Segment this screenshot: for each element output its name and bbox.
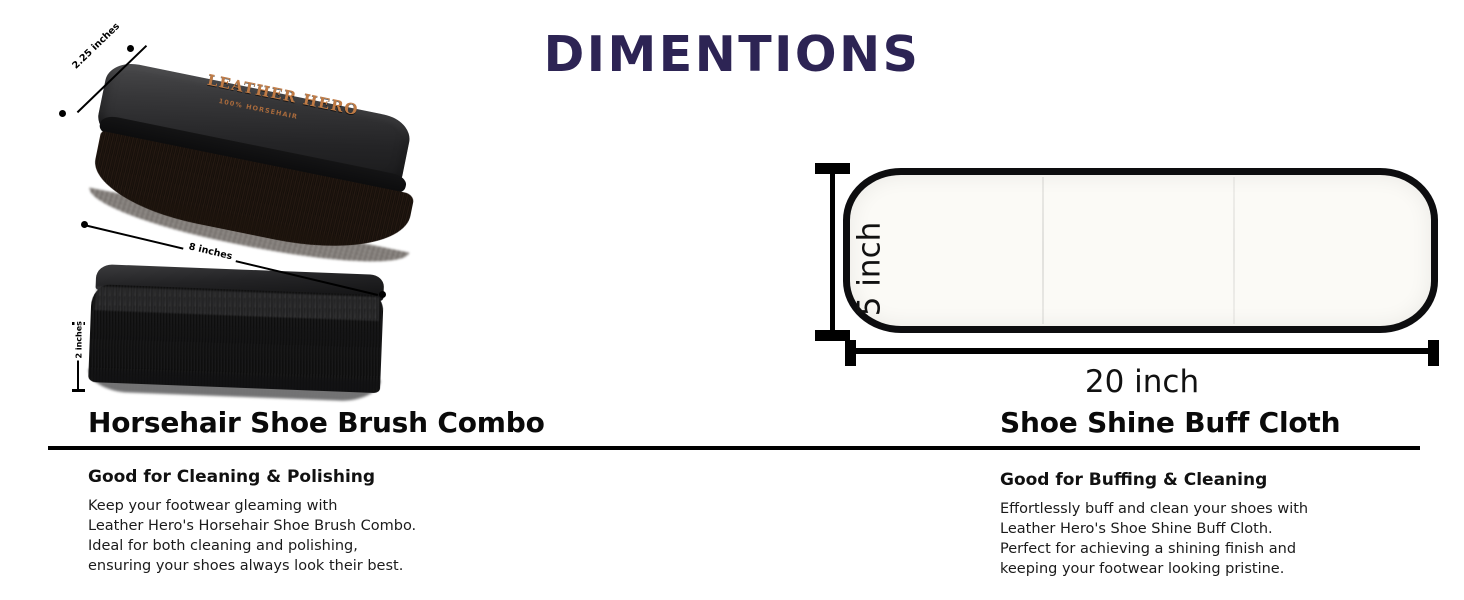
dimension-end-cap (815, 330, 850, 341)
brush2-bristles (88, 284, 384, 394)
description-heading-brush: Good for Cleaning & Polishing (88, 467, 376, 487)
dimension-end-cap (72, 389, 85, 392)
product-name-brush: Horsehair Shoe Brush Combo (88, 406, 545, 439)
description-brush: Good for Cleaning & Polishing Keep your … (88, 467, 416, 576)
dimension-marker-width: 2.25 inches (59, 18, 148, 117)
buff-cloth (843, 168, 1438, 333)
dimension-label: 5 inch (851, 221, 888, 317)
dimension-marker-length: 8 inches (80, 188, 388, 298)
dimension-label: 2 inches (74, 319, 84, 361)
section-divider (48, 446, 1420, 450)
dimension-label: 8 inches (182, 240, 239, 264)
description-body-cloth: Effortlessly buff and clean your shoes w… (1000, 501, 1309, 577)
dimension-marker-height: 2 inches (70, 319, 96, 392)
dimension-label: 2.25 inches (68, 18, 125, 74)
page-title: DIMENTIONS (543, 26, 921, 83)
description-heading-cloth: Good for Buffing & Cleaning (1000, 470, 1268, 490)
dimension-end-cap (815, 163, 850, 174)
description-body-brush: Keep your footwear gleaming with Leather… (88, 498, 417, 574)
dimension-endpoint-dot (59, 110, 66, 117)
brush-product-image: LEATHER HERO 100% HORSEHAIR 2.25 inches … (0, 0, 600, 400)
dimension-marker-cloth-height: 5 inch (800, 163, 887, 341)
buff-cloth-product-image: 5 inch 20 inch (780, 0, 1464, 400)
dimension-line (850, 348, 1434, 354)
dimension-endpoint-dot (127, 45, 134, 52)
product-name-cloth: Shoe Shine Buff Cloth (1000, 406, 1341, 439)
description-cloth: Good for Buffing & Cleaning Effortlessly… (1000, 470, 1308, 579)
dimension-marker-cloth-width: 20 inch (842, 340, 1442, 400)
dimension-endpoint-dot (379, 291, 386, 298)
dimension-end-cap (1428, 340, 1439, 366)
horsehair-brush-side-view (88, 262, 388, 394)
dimension-label: 20 inch (1084, 364, 1200, 400)
dimension-line (830, 169, 835, 335)
